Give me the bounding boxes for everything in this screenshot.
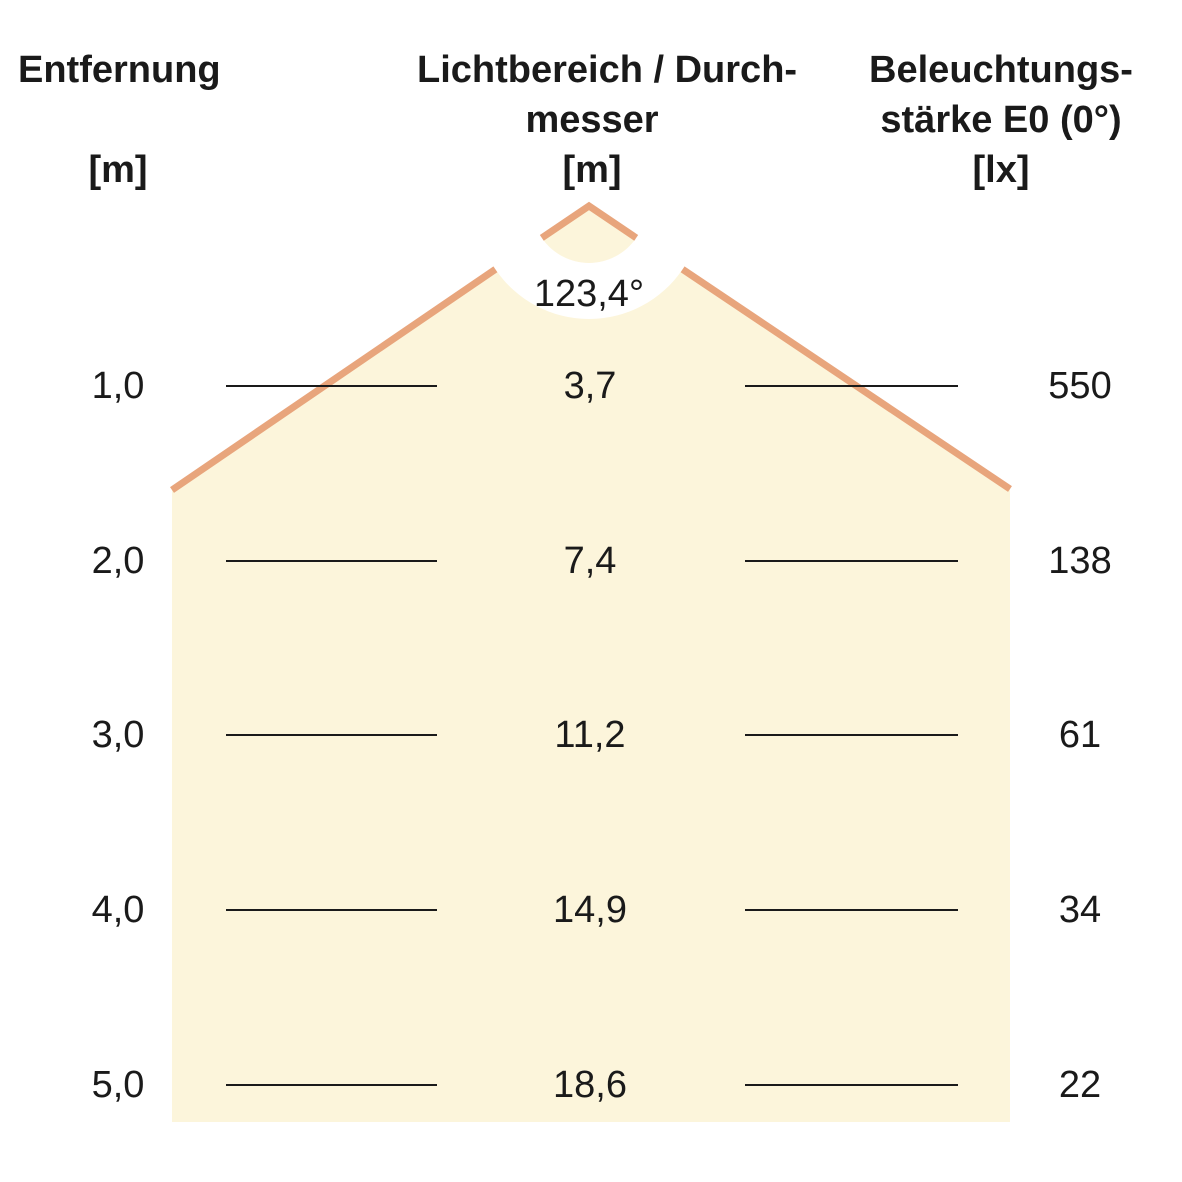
header-illuminance-unit: [lx]: [972, 149, 1030, 191]
diameter-value: 11,2: [554, 714, 626, 756]
distance-value: 5,0: [91, 1064, 145, 1106]
header-distance-title: Entfernung: [18, 49, 221, 91]
header-diameter-title-line1: Lichtbereich / Durch-: [417, 49, 798, 91]
header-diameter-title-line2: messer: [525, 99, 659, 141]
distance-value: 4,0: [91, 889, 145, 931]
header-illuminance-title-line2: stärke E0 (0°): [880, 99, 1122, 141]
diameter-value: 7,4: [563, 540, 617, 582]
distance-value: 1,0: [91, 365, 145, 407]
illuminance-value: 22: [1058, 1064, 1102, 1106]
diameter-value: 14,9: [553, 889, 627, 931]
diameter-value: 3,7: [563, 365, 617, 407]
cone-body: [172, 269, 1010, 1122]
cone-apex-edge: [539, 201, 639, 241]
cone-apex-sector: [541, 206, 637, 263]
header-diameter-unit: [m]: [562, 149, 622, 191]
distance-value: 3,0: [91, 714, 145, 756]
cone-edge-right: [680, 266, 1012, 492]
header-illuminance-title-line1: Beleuchtungs-: [869, 49, 1133, 91]
illuminance-value: 34: [1058, 889, 1102, 931]
cone-edge-left: [170, 266, 498, 493]
illuminance-value: 550: [1048, 365, 1112, 407]
illuminance-value: 138: [1048, 540, 1112, 582]
header-distance-unit: [m]: [88, 149, 148, 191]
beam-angle-label: 123,4°: [533, 273, 645, 315]
diameter-value: 18,6: [553, 1064, 627, 1106]
distance-value: 2,0: [91, 540, 145, 582]
illuminance-value: 61: [1058, 714, 1102, 756]
